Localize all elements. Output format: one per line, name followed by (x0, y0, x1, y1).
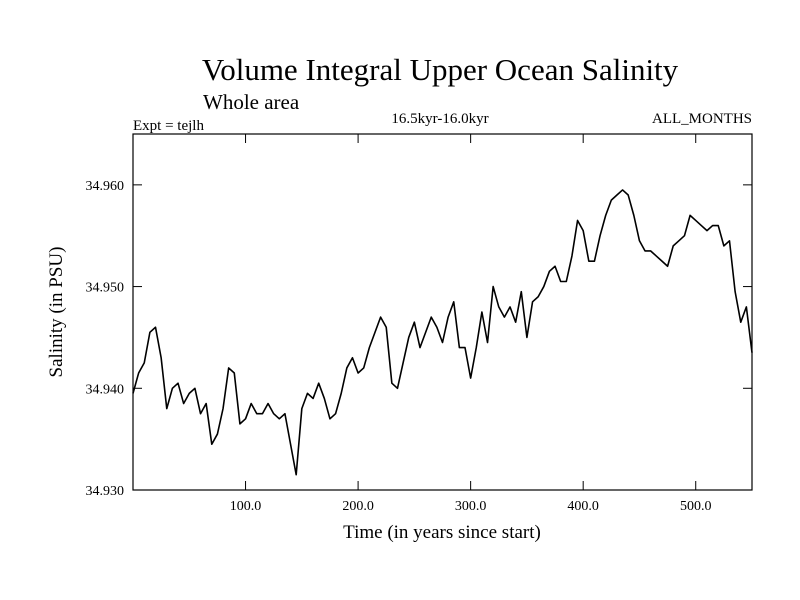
experiment-label: Expt = tejlh (133, 118, 204, 134)
y-axis-ticks: 34.930 34.940 34.950 34.960 (86, 179, 752, 499)
chart-title: Volume Integral Upper Ocean Salinity (202, 52, 679, 87)
x-tick-label: 200.0 (342, 499, 374, 514)
salinity-series-line (132, 189, 753, 476)
x-tick-label: 300.0 (455, 499, 487, 514)
x-tick-label: 500.0 (680, 499, 712, 514)
months-label: ALL_MONTHS (652, 111, 752, 127)
y-tick-label: 34.940 (86, 382, 125, 397)
chart-subtitle: Whole area (203, 90, 300, 114)
y-tick-label: 34.930 (86, 484, 125, 499)
x-tick-label: 400.0 (567, 499, 599, 514)
x-tick-label: 100.0 (230, 499, 262, 514)
y-tick-label: 34.960 (86, 179, 125, 194)
y-axis-label: Salinity (in PSU) (46, 247, 67, 378)
time-range-label: 16.5kyr-16.0kyr (391, 111, 488, 127)
x-axis-ticks: 100.0 200.0 300.0 400.0 500.0 (230, 134, 712, 514)
x-axis-label: Time (in years since start) (343, 522, 541, 543)
y-tick-label: 34.950 (86, 281, 125, 296)
plot-frame (132, 133, 753, 491)
